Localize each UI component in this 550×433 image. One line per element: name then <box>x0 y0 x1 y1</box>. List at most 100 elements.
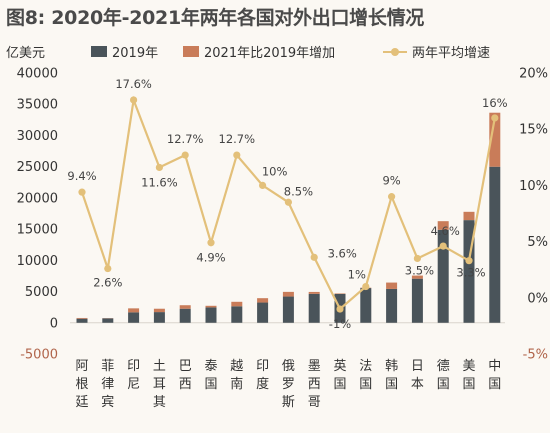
growth-point <box>78 188 86 196</box>
bar-increase <box>231 301 243 307</box>
legend-swatch-2019 <box>91 46 107 57</box>
left-axis-tick-label: 35000 <box>17 98 58 113</box>
category-label-char: 西 <box>179 377 192 392</box>
bar-2019 <box>463 220 475 323</box>
growth-data-label: 11.6% <box>141 175 178 189</box>
category-label-char: 本 <box>411 377 424 392</box>
category-label-char: 印 <box>256 359 269 374</box>
legend: 2019年 2021年比2019年增加 两年平均增速 <box>0 42 550 61</box>
growth-point <box>439 242 447 250</box>
category-label-char: 德 <box>437 359 450 374</box>
category-label-char: 度 <box>256 376 269 392</box>
category-label-char: 廷 <box>75 395 88 410</box>
bar-increase <box>411 275 423 279</box>
left-axis-tick-label: 20000 <box>17 191 58 206</box>
legend-label-growth: 两年平均增速 <box>412 46 491 61</box>
chart-title: 图8: 2020年-2021年两年各国对外出口增长情况 <box>6 7 424 29</box>
growth-data-label: 4.9% <box>196 251 225 265</box>
bar-2019 <box>231 306 243 323</box>
growth-point <box>130 96 138 104</box>
bar-increase <box>153 308 165 313</box>
growth-data-label: 2.6% <box>93 276 122 290</box>
category-label-char: 西 <box>308 377 321 392</box>
growth-point <box>284 198 292 206</box>
left-axis-tick-label: 5000 <box>25 285 58 300</box>
growth-point <box>104 264 112 273</box>
right-axis-tick-label: -5% <box>523 348 548 363</box>
growth-data-label: 9.4% <box>67 169 96 183</box>
bar-increase <box>76 317 88 319</box>
growth-data-label: 4.6% <box>431 224 460 238</box>
growth-data-label: 3.3% <box>456 266 485 280</box>
bar-2019 <box>411 278 423 323</box>
bar-increase <box>489 112 501 167</box>
right-axis-tick-label: 10% <box>519 179 548 194</box>
category-label-char: 越 <box>230 359 243 374</box>
right-axis-tick-label: 20% <box>519 67 548 82</box>
category-label-char: 日 <box>411 359 424 374</box>
left-axis-tick-label: 30000 <box>17 129 58 144</box>
bar-2019 <box>102 318 114 323</box>
legend-item-growth: 两年平均增速 <box>383 42 490 61</box>
growth-data-label: 1% <box>348 268 366 282</box>
bar-2019 <box>153 312 165 323</box>
bar-2019 <box>128 312 140 323</box>
bar-increase <box>282 291 294 297</box>
growth-data-label: 12.7% <box>219 132 256 146</box>
category-label-char: 斯 <box>282 395 295 410</box>
bar-increase <box>179 305 191 309</box>
left-axis-tick-label: 10000 <box>17 254 58 269</box>
category-label-char: 泰 <box>204 359 217 374</box>
bar-2019 <box>76 318 88 323</box>
bar-increase <box>128 308 140 313</box>
category-label-char: 国 <box>333 377 346 392</box>
legend-item-2019: 2019年 <box>91 42 158 61</box>
category-label-char: 国 <box>204 377 217 392</box>
category-label-char: 韩 <box>385 359 398 374</box>
category-label-char: 巴 <box>179 359 192 374</box>
bar-2019 <box>437 229 449 323</box>
right-axis-tick-label: 5% <box>527 235 548 250</box>
bar-increase <box>386 282 398 289</box>
category-label-char: 耳 <box>153 377 166 392</box>
bar-2019 <box>308 293 320 323</box>
growth-point <box>362 282 370 291</box>
category-label-char: 国 <box>359 377 372 392</box>
growth-point <box>491 114 499 122</box>
growth-data-label: 3.5% <box>405 263 434 277</box>
growth-data-label: -1% <box>329 317 351 331</box>
category-label-char: 其 <box>153 395 166 410</box>
category-label-char: 印 <box>127 359 140 374</box>
bar-increase <box>257 298 269 303</box>
right-axis-tick-label: 0% <box>527 291 548 306</box>
left-axis-tick-label: 40000 <box>17 67 58 82</box>
growth-point <box>336 305 344 313</box>
category-label-char: 国 <box>385 377 398 392</box>
category-label-char: 美 <box>462 359 475 374</box>
category-label-char: 律 <box>101 377 114 392</box>
category-label-char: 英 <box>333 359 346 374</box>
bar-2019 <box>179 308 191 323</box>
growth-point <box>233 151 241 159</box>
growth-point <box>181 151 189 159</box>
growth-point <box>310 253 318 261</box>
bar-2019 <box>386 288 398 323</box>
growth-point <box>413 254 421 263</box>
growth-data-label: 10% <box>262 164 288 178</box>
right-axis-tick-label: 15% <box>519 123 548 138</box>
category-label-char: 罗 <box>282 377 295 392</box>
bar-increase <box>308 291 320 294</box>
category-label-char: 国 <box>462 377 475 392</box>
bar-2019 <box>282 296 294 323</box>
category-label-char: 宾 <box>101 394 114 410</box>
growth-data-label: 12.7% <box>167 132 204 146</box>
bar-2019 <box>205 307 217 323</box>
left-axis-tick-label: 15000 <box>17 223 58 238</box>
category-label-char: 南 <box>230 376 243 392</box>
category-label-char: 国 <box>488 377 501 392</box>
category-label-char: 根 <box>75 377 88 392</box>
category-label-char: 菲 <box>101 359 114 374</box>
growth-data-label: 9% <box>382 174 400 188</box>
category-label-char: 土 <box>153 359 166 374</box>
